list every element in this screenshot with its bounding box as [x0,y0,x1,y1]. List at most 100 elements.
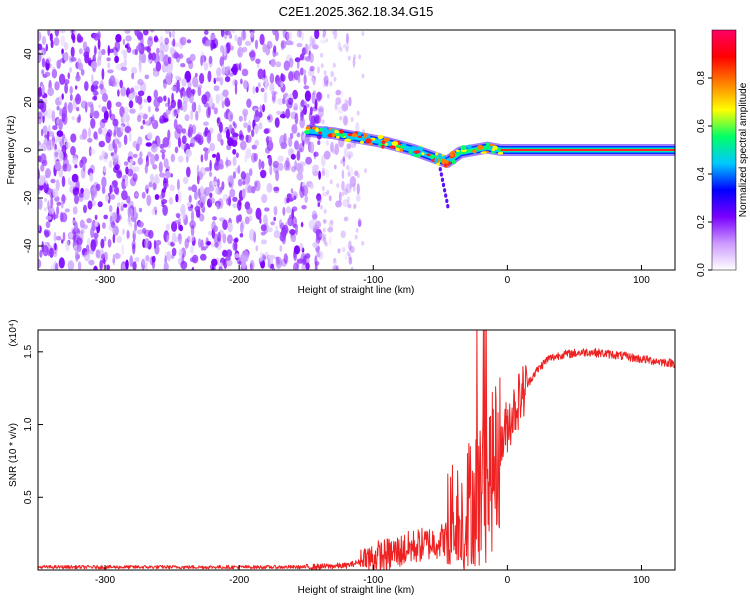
noise-speck [241,30,247,41]
noise-speck [235,152,239,158]
noise-speck [222,249,228,257]
noise-speck [259,251,264,263]
noise-speck [176,178,180,191]
ridge-blob [357,131,362,137]
noise-speck [269,82,275,92]
noise-speck [302,134,305,142]
noise-speck [159,194,164,200]
noise-speck [40,101,47,113]
noise-speck [38,116,42,125]
noise-speck [164,102,170,107]
noise-speck [79,134,85,140]
noise-speck [173,119,178,130]
noise-speck [98,127,103,135]
colorbar-label: Normalized spectral amplitude [738,82,749,217]
noise-speck [269,73,275,84]
noise-speck [163,182,170,188]
noise-speck [120,124,124,133]
noise-speck [269,165,273,176]
noise-speck [76,237,83,246]
noise-speck [159,115,167,124]
noise-speck [117,202,121,208]
noise-speck [180,62,186,68]
ridge-blob [442,155,446,159]
noise-speck [76,244,82,253]
noise-speck [107,45,111,56]
noise-speck [350,266,354,270]
noise-speck [291,191,298,200]
noise-speck [110,194,116,200]
noise-speck [50,178,56,184]
noise-speck [157,96,163,103]
noise-speck [181,78,187,87]
noise-speck [52,214,59,220]
noise-speck [52,188,59,198]
ridge-blob [363,132,367,139]
noise-speck [71,116,75,121]
noise-speck [82,161,86,173]
noise-speck [139,151,143,158]
ridge-streak [444,193,448,198]
noise-speck [105,194,109,202]
noise-speck [54,30,60,37]
noise-speck [299,53,305,61]
x-tick-label: -100 [363,275,383,286]
ridge-blob [472,149,477,154]
noise-speck [200,55,204,67]
noise-speck [280,74,286,83]
noise-speck [90,104,94,116]
noise-speck [126,230,130,239]
ridge-blob [331,132,336,138]
noise-speck [138,221,144,228]
noise-speck [187,126,193,138]
noise-speck [195,110,199,121]
noise-speck [128,200,134,208]
noise-speck [132,243,136,255]
noise-speck [151,260,156,270]
noise-speck [345,32,349,45]
noise-speck [192,76,199,88]
noise-speck [171,30,176,39]
ridge-blob [349,137,355,141]
ridge-streak [439,172,443,177]
noise-speck [347,203,352,209]
noise-speck [196,164,200,177]
noise-speck [246,206,253,215]
noise-speck [162,137,170,148]
noise-speck [148,105,151,113]
ridge-blob [466,144,472,149]
noise-speck [138,60,142,73]
noise-speck [40,164,45,172]
noise-speck [100,238,105,249]
noise-speck [344,254,348,261]
noise-speck [203,147,208,152]
noise-speck [342,199,349,208]
noise-speck [109,113,116,121]
noise-speck [308,69,315,77]
noise-speck [276,80,282,86]
noise-speck [321,154,326,167]
noise-speck [83,224,88,230]
noise-speck [93,131,98,140]
noise-speck [211,258,218,267]
noise-speck [331,30,336,35]
noise-speck [255,109,259,117]
ridge-blob [426,153,431,157]
noise-speck [170,153,176,163]
noise-speck [346,100,350,106]
noise-speck [163,95,167,102]
noise-speck [56,201,62,206]
noise-speck [61,175,66,188]
y-tick-label: -20 [23,190,34,205]
noise-speck [322,33,326,39]
noise-speck [245,148,252,159]
noise-speck [249,259,255,270]
noise-speck [129,108,136,114]
noise-speck [274,117,280,128]
noise-speck [164,30,171,35]
noise-speck [45,57,52,64]
noise-speck [324,241,328,247]
noise-speck [220,139,224,146]
noise-speck [329,236,332,246]
noise-speck [52,134,55,147]
